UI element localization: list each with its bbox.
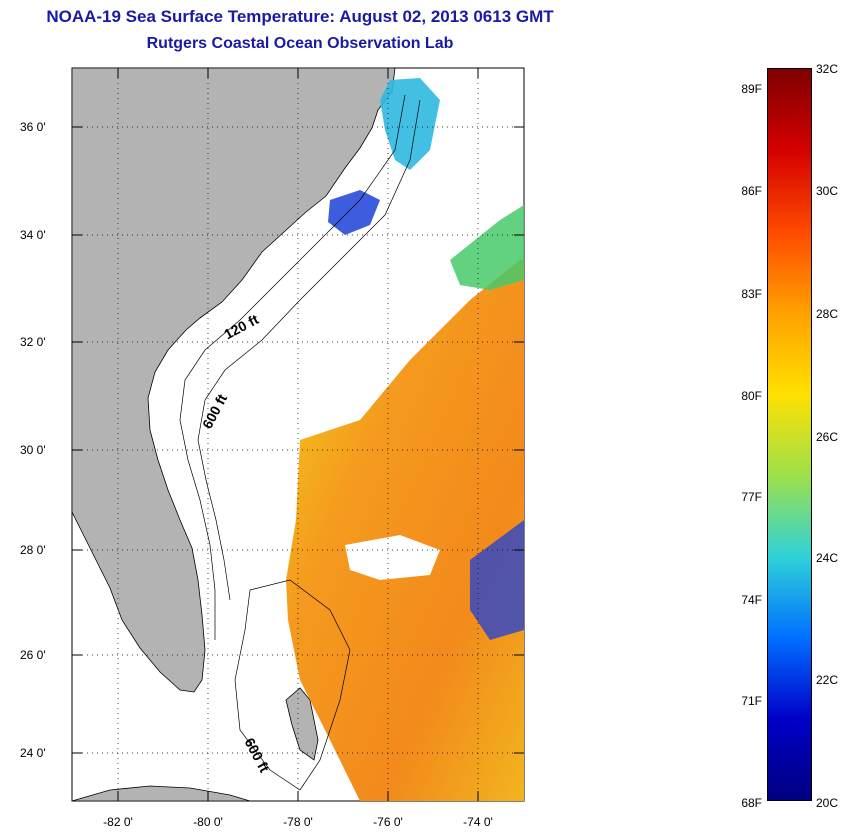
lon-tick-80: -80 0' — [193, 815, 223, 829]
sst-clouds-blue — [470, 520, 524, 640]
lat-tick-24: 24 0' — [20, 746, 46, 760]
colorbar-f-86: 86F — [741, 184, 762, 198]
lon-tick-82: -82 0' — [103, 815, 133, 829]
bahamas-land — [285, 687, 319, 761]
map-title-line1: NOAA-19 Sea Surface Temperature: August … — [46, 7, 554, 26]
colorbar-f-89: 89F — [741, 82, 762, 96]
colorbar-c-30: 30C — [816, 184, 839, 198]
map-graticule — [72, 68, 524, 801]
sst-swath-main — [286, 260, 524, 801]
lon-tick-74: -74 0' — [463, 815, 493, 829]
colorbar-f-80: 80F — [741, 389, 762, 403]
colorbar-c-26: 26C — [816, 430, 839, 444]
lat-tick-32: 32 0' — [20, 335, 46, 349]
lat-tick-36: 36 0' — [20, 120, 46, 134]
contour-120ft — [179, 94, 406, 640]
lat-tick-30: 30 0' — [20, 443, 46, 457]
lon-tick-78: -78 0' — [283, 815, 313, 829]
contour-600ft — [197, 99, 421, 601]
map-title-line2: Rutgers Coastal Ocean Observation Lab — [146, 35, 454, 52]
axis-ticks — [72, 68, 524, 801]
colorbar-f-71: 71F — [741, 694, 762, 708]
colorbar-f-74: 74F — [741, 593, 762, 607]
lat-tick-28: 28 0' — [20, 543, 46, 557]
temperature-colorbar — [767, 68, 812, 801]
colorbar-c-20: 20C — [816, 796, 839, 810]
sst-coastal-mid — [328, 190, 380, 235]
sst-coastal-north — [380, 78, 440, 170]
land-mass — [71, 67, 396, 693]
colorbar-f-68: 68F — [741, 796, 762, 810]
colorbar-c-32: 32C — [816, 62, 839, 76]
colorbar-c-24: 24C — [816, 551, 839, 565]
cuba-land — [71, 785, 251, 802]
lat-tick-26: 26 0' — [20, 648, 46, 662]
colorbar-f-83: 83F — [741, 287, 762, 301]
sst-swath-north — [450, 205, 524, 290]
colorbar-c-22: 22C — [816, 673, 839, 687]
lat-tick-34: 34 0' — [20, 228, 46, 242]
contour-bahamas — [234, 579, 351, 791]
colorbar-f-77: 77F — [741, 490, 762, 504]
colorbar-c-28: 28C — [816, 307, 839, 321]
sst-cloud-white — [345, 535, 440, 580]
lon-tick-76: -76 0' — [373, 815, 403, 829]
